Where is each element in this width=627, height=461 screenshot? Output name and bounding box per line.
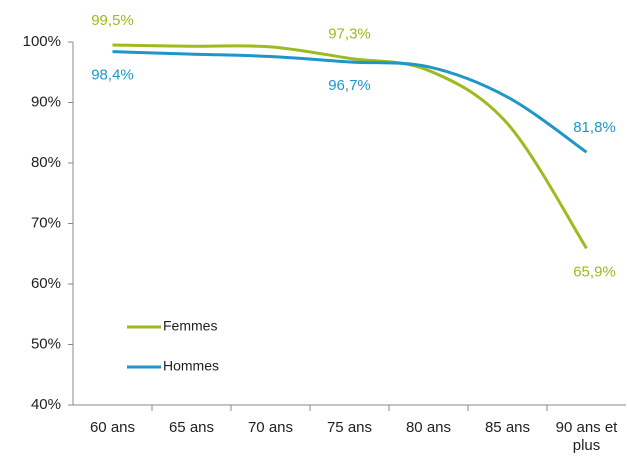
data-label: 65,9% (573, 263, 616, 280)
x-tick-label: 70 ans (247, 419, 294, 436)
x-tick-label: 85 ans (484, 419, 531, 436)
data-label: 98,4% (91, 67, 134, 84)
y-tick-label: 100% (23, 33, 61, 50)
x-tick-label: 90 ans et plus (555, 419, 618, 454)
legend-label: Femmes (163, 318, 217, 334)
y-tick-label: 50% (31, 335, 61, 352)
x-tick-label: 65 ans (168, 419, 215, 436)
y-tick-label: 70% (31, 214, 61, 231)
line (112, 50, 588, 154)
line (112, 43, 588, 250)
y-tick-label: 40% (31, 396, 61, 413)
legend-label: Hommes (163, 358, 219, 374)
data-label: 99,5% (91, 12, 134, 29)
data-label: 81,8% (573, 119, 616, 136)
y-tick-label: 60% (31, 275, 61, 292)
data-label: 97,3% (328, 25, 371, 42)
x-tick-label: 75 ans (326, 419, 373, 436)
x-tick-label: 60 ans (89, 419, 136, 436)
data-label: 96,7% (328, 77, 371, 94)
x-tick-label: 80 ans (405, 419, 452, 436)
y-tick-label: 90% (31, 93, 61, 110)
y-tick-label: 80% (31, 154, 61, 171)
